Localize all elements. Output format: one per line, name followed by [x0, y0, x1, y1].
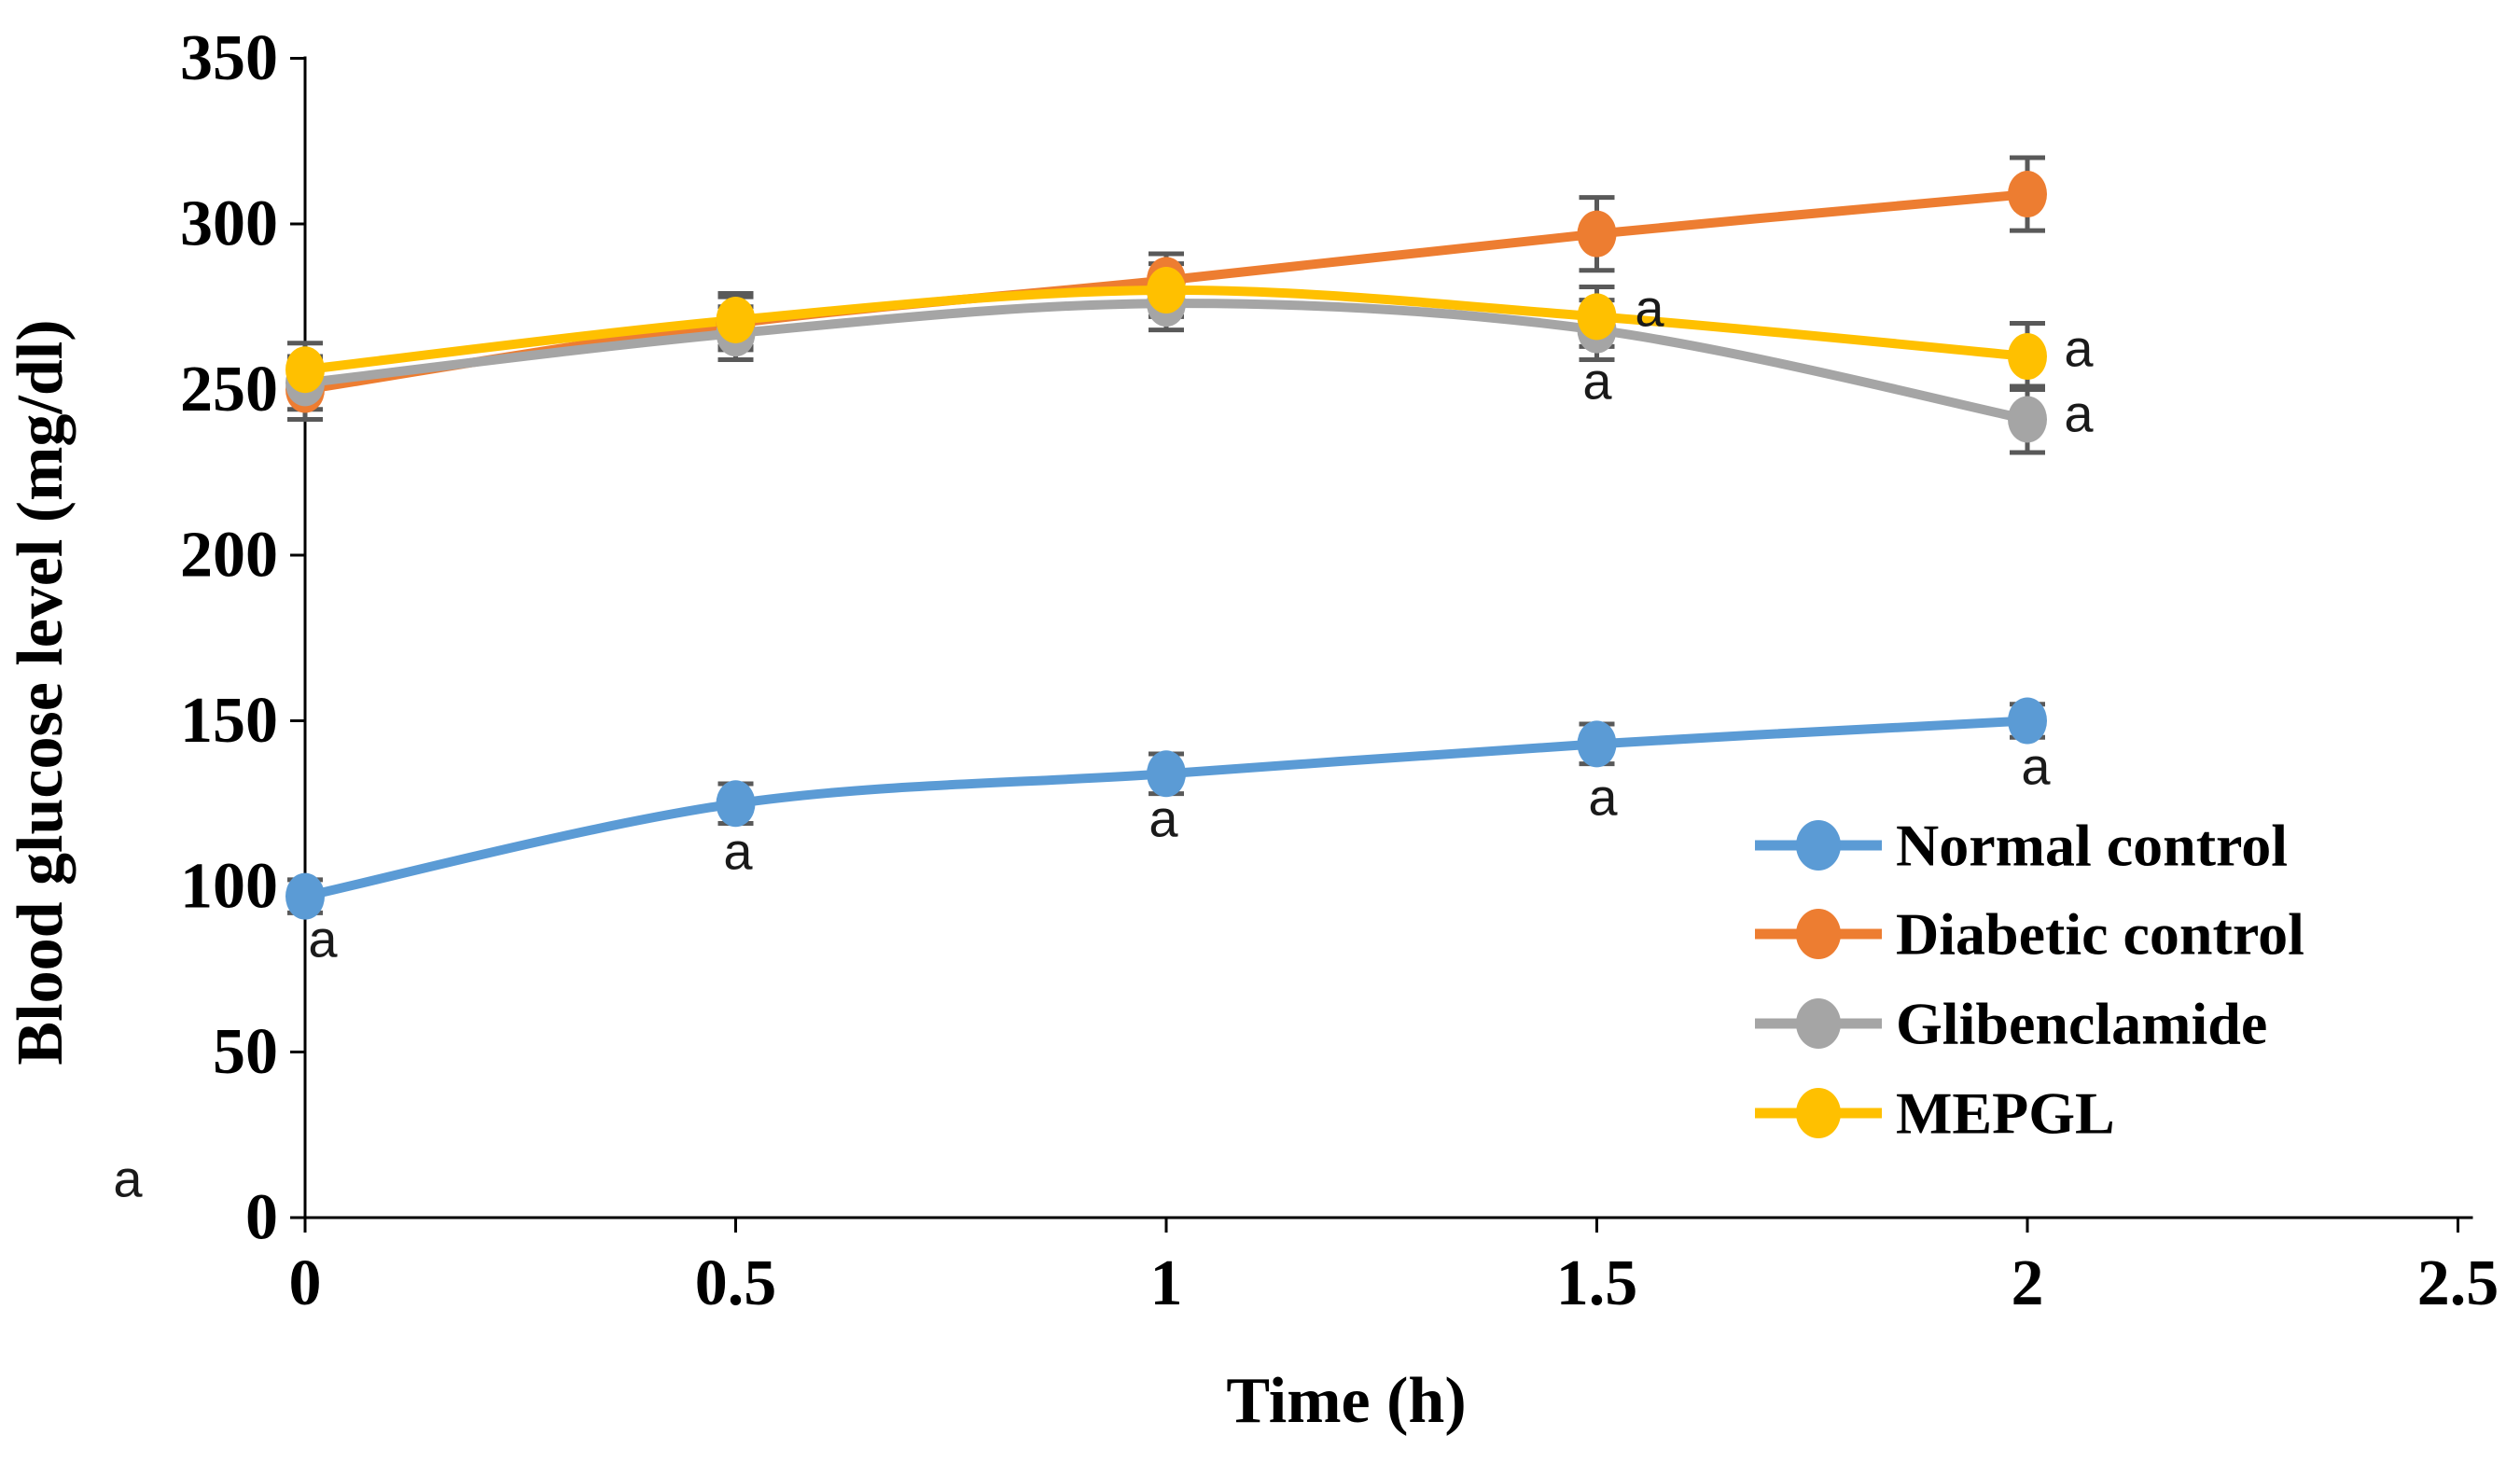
- legend-marker-dot: [1796, 909, 1841, 959]
- x-axis-title: Time (h): [1226, 1365, 1466, 1437]
- data-point-marker: [2008, 333, 2047, 380]
- data-point-marker: [2008, 396, 2047, 443]
- significance-annotation: a: [113, 1150, 143, 1208]
- y-tick-label: 100: [180, 851, 278, 923]
- legend-label: Diabetic control: [1896, 901, 2304, 968]
- x-tick-label: 0.5: [695, 1247, 777, 1319]
- significance-annotation: a: [308, 910, 338, 968]
- y-tick-label: 50: [213, 1016, 278, 1088]
- x-tick-label: 2.5: [2417, 1247, 2499, 1319]
- legend-item: Normal control: [1755, 813, 2288, 879]
- significance-annotation: a: [1635, 279, 1664, 338]
- legend-item: MEPGL: [1755, 1080, 2115, 1147]
- x-tick-label: 0: [289, 1247, 322, 1319]
- legend-marker-dot: [1796, 820, 1841, 871]
- data-point-marker: [716, 780, 756, 828]
- x-tick-label: 2: [2012, 1247, 2044, 1319]
- y-tick-label: 150: [180, 685, 278, 757]
- legend-item: Glibenclamide: [1755, 991, 2267, 1057]
- significance-annotation: a: [1582, 352, 1612, 411]
- legend-label: Glibenclamide: [1896, 991, 2267, 1057]
- data-point-marker: [2008, 171, 2047, 218]
- significance-annotation: a: [1149, 789, 1178, 848]
- y-tick-label: 200: [180, 520, 278, 592]
- significance-annotation: a: [723, 822, 753, 881]
- data-point-marker: [1577, 210, 1617, 258]
- y-axis-title: Blood glucose level (mg/dl): [5, 319, 77, 1065]
- y-tick-label: 250: [180, 354, 278, 425]
- data-point-marker: [1577, 293, 1617, 341]
- plot-layer: 0 50 100 150 200 250 300 350 0 0.5 1 1.5 2 2.5 Normal …: [113, 22, 2499, 1319]
- significance-annotation: a: [2064, 384, 2094, 443]
- data-point-marker: [1577, 720, 1617, 768]
- data-point-marker: [716, 296, 756, 343]
- data-point-marker: [1147, 750, 1186, 798]
- data-point-marker: [2008, 697, 2047, 745]
- data-point-marker: [285, 872, 325, 920]
- significance-annotation: a: [2021, 737, 2051, 796]
- data-point-marker: [285, 346, 325, 394]
- y-tick-label: 350: [180, 22, 278, 94]
- legend-label: MEPGL: [1896, 1080, 2115, 1147]
- y-tick-label: 300: [180, 188, 278, 260]
- significance-annotation: a: [1588, 768, 1618, 827]
- legend-label: Normal control: [1896, 813, 2288, 879]
- significance-annotation: a: [2064, 319, 2094, 378]
- legend-marker-dot: [1796, 1088, 1841, 1138]
- y-tick-label: 0: [245, 1182, 278, 1254]
- x-tick-label: 1.5: [1556, 1247, 1638, 1319]
- legend-item: Diabetic control: [1755, 901, 2304, 968]
- data-point-marker: [1147, 267, 1186, 314]
- x-tick-label: 1: [1150, 1247, 1183, 1319]
- legend-marker-dot: [1796, 998, 1841, 1049]
